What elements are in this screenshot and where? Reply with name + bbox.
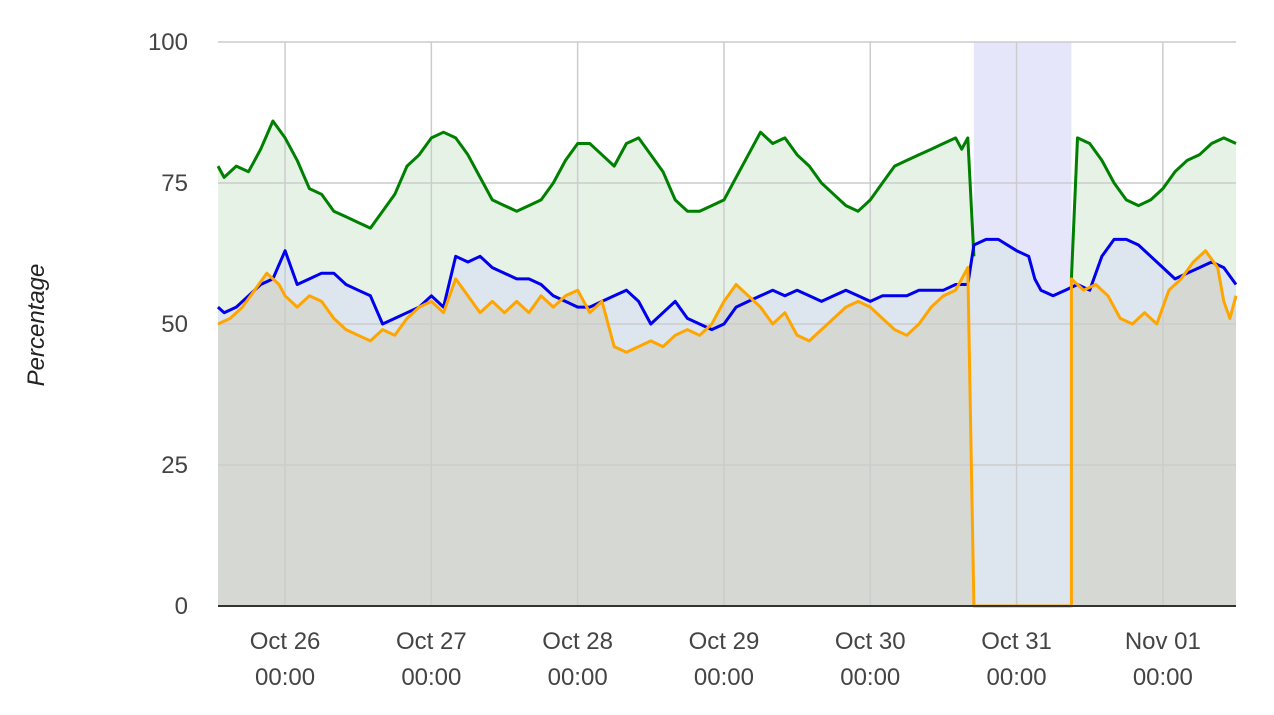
x-tick-label-4-date: Oct 29 (689, 628, 760, 655)
series-3-area-1 (218, 250, 1236, 606)
x-tick-label-1-date: Oct 26 (250, 628, 321, 655)
y-tick-label-75: 75 (161, 170, 188, 197)
series-3-line-1 (217, 249, 1238, 608)
x-tick-label-3-date: Oct 28 (542, 628, 613, 655)
y-axis-title: Percentage (23, 264, 50, 387)
x-tick-label-1-time: 00:00 (255, 664, 315, 691)
x-tick-label-5-time: 00:00 (840, 664, 900, 691)
y-tick-label-50: 50 (161, 311, 188, 338)
tick-label-layer: 0 25 50 75 100 Oct 26 00:00 Oct 27 00:00 Oct 28 00… (148, 29, 1201, 691)
series-2-line-1 (216, 237, 1238, 332)
x-tick-label-7-time: 00:00 (1133, 664, 1193, 691)
series-line-layer (216, 119, 1238, 608)
x-tick-label-3-time: 00:00 (548, 664, 608, 691)
area-fill-layer (218, 121, 1236, 606)
x-tick-label-2-date: Oct 27 (396, 628, 467, 655)
y-tick-label-100: 100 (148, 29, 188, 56)
x-tick-label-6-time: 00:00 (987, 664, 1047, 691)
x-tick-label-6-date: Oct 31 (981, 628, 1052, 655)
x-tick-label-5-date: Oct 30 (835, 628, 906, 655)
y-tick-label-0: 0 (175, 593, 188, 620)
y-tick-label-25: 25 (161, 452, 188, 479)
x-tick-label-2-time: 00:00 (401, 664, 461, 691)
series-1-line-2 (1069, 136, 1237, 279)
x-tick-label-4-time: 00:00 (694, 664, 754, 691)
series-1-line-1 (216, 119, 976, 257)
x-tick-label-7-date: Nov 01 (1125, 628, 1201, 655)
